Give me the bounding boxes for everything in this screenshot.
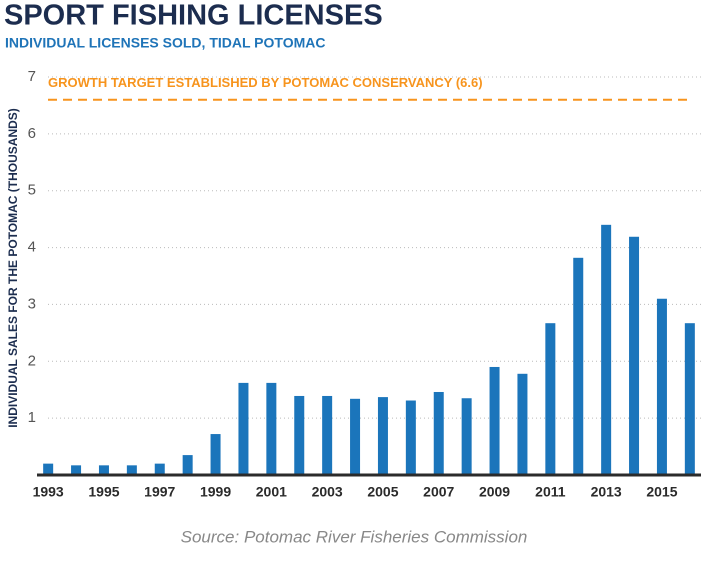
source-note: Source: Potomac River Fisheries Commissi… (181, 527, 528, 546)
x-tick-label: 2005 (367, 484, 398, 500)
target-label: GROWTH TARGET ESTABLISHED BY POTOMAC CON… (48, 75, 483, 90)
chart-title: SPORT FISHING LICENSES (4, 0, 383, 32)
bar (350, 398, 361, 475)
bar (629, 236, 640, 475)
x-tick-label: 2001 (256, 484, 287, 500)
bar (517, 373, 528, 475)
y-tick-label: 5 (28, 182, 36, 199)
x-tick-label: 2015 (646, 484, 677, 500)
bar (210, 434, 221, 475)
bar (238, 382, 249, 475)
x-tick-label: 2007 (423, 484, 454, 500)
y-axis-label: INDIVIDUAL SALES FOR THE POTOMAC (THOUSA… (6, 108, 20, 428)
bar (489, 366, 500, 475)
y-tick-label: 7 (28, 68, 36, 85)
x-tick-label: 2011 (535, 484, 566, 500)
bar (266, 382, 277, 475)
bar (573, 257, 584, 475)
bar (461, 398, 472, 475)
x-tick-label: 2003 (312, 484, 343, 500)
y-tick-label: 1 (28, 409, 36, 426)
y-tick-label: 6 (28, 125, 36, 142)
bar (126, 465, 137, 475)
x-tick-label: 2009 (479, 484, 510, 500)
bar (601, 224, 612, 475)
bar (322, 395, 333, 475)
chart-subtitle: INDIVIDUAL LICENSES SOLD, TIDAL POTOMAC (5, 35, 325, 51)
bar (433, 391, 444, 475)
bar (182, 455, 193, 475)
bar (545, 323, 556, 475)
x-tick-label: 2013 (591, 484, 622, 500)
bar (71, 465, 82, 475)
x-tick-label: 1997 (144, 484, 175, 500)
bar (405, 400, 416, 475)
x-tick-label: 1995 (88, 484, 119, 500)
bar (684, 323, 695, 475)
y-tick-label: 3 (28, 295, 36, 312)
bar (377, 397, 388, 475)
bar (43, 463, 54, 475)
bar (154, 463, 165, 475)
y-tick-label: 4 (28, 239, 36, 256)
bar (98, 465, 109, 475)
y-tick-label: 2 (28, 352, 36, 369)
x-tick-label: 1999 (200, 484, 231, 500)
x-tick-label: 1993 (33, 484, 64, 500)
bar (294, 395, 305, 475)
bar (656, 298, 667, 475)
